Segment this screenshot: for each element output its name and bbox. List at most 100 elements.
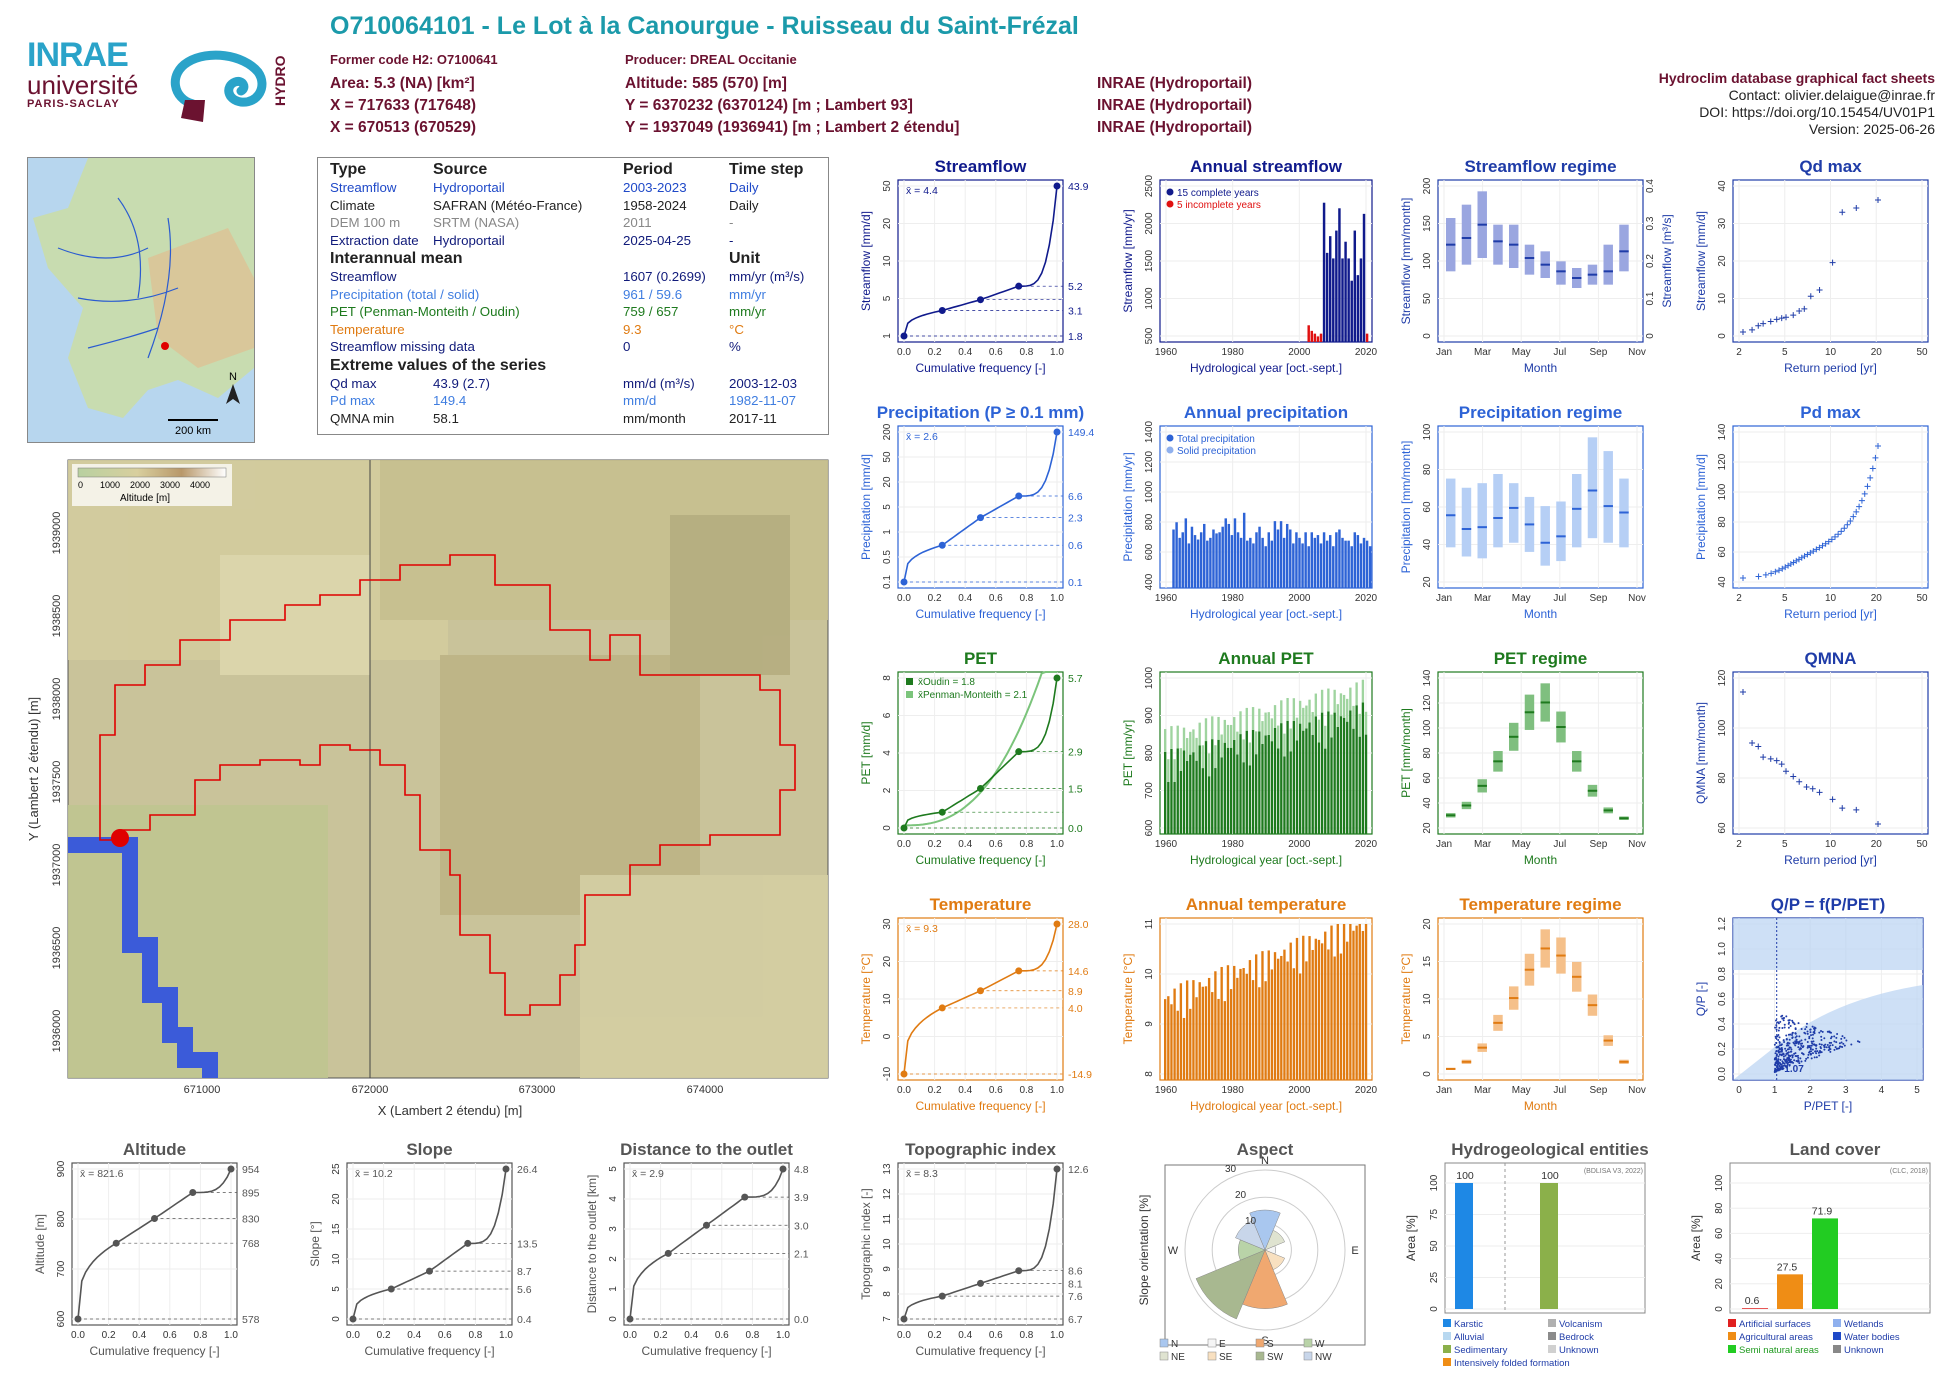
bar <box>1212 529 1215 588</box>
data-point <box>1825 1046 1828 1049</box>
bar-penman <box>1295 717 1299 741</box>
bar-penman <box>1185 738 1189 761</box>
x-tick-label: 0.2 <box>928 1085 942 1096</box>
bar <box>1335 532 1338 588</box>
bar <box>1239 734 1242 834</box>
y-tick-label: 80 <box>1422 747 1433 759</box>
bar <box>1361 930 1365 1080</box>
y-tick-label: 600 <box>1144 543 1155 560</box>
x-tick-label: 5 <box>1914 1085 1920 1096</box>
cell: 9.3 <box>623 321 642 337</box>
data-point <box>1767 318 1774 325</box>
x-tick-label: 20 <box>1871 347 1883 358</box>
data-point <box>1810 1034 1813 1037</box>
data-point <box>1843 1044 1846 1047</box>
x-tick-label: Jul <box>1553 347 1566 358</box>
data-point <box>1785 1034 1788 1037</box>
data-point <box>1794 1040 1797 1043</box>
bar-penman <box>1314 693 1317 717</box>
bar <box>1349 924 1352 1080</box>
quantile-label: 12.6 <box>1068 1164 1089 1176</box>
y-axis-label: Temperature [°C] <box>1399 954 1413 1045</box>
y-axis-label: Precipitation [mm/month] <box>1399 441 1413 574</box>
quantile-point <box>1053 182 1061 190</box>
bar-penman <box>1352 705 1355 729</box>
plot-area <box>623 1162 790 1326</box>
bar-penman <box>1192 729 1195 753</box>
cell: 961 / 59.6 <box>623 286 683 302</box>
bar <box>1286 720 1289 834</box>
chart-title: Distance to the outlet <box>620 1140 793 1159</box>
y-tick-label: 4 <box>608 1196 619 1202</box>
x-tick-label: 5 <box>1782 839 1788 850</box>
y-tick-label: 30 <box>882 918 893 930</box>
bar <box>1242 512 1246 588</box>
x-tick-label: 4 <box>1879 1085 1885 1096</box>
bar-penman <box>1302 707 1305 731</box>
legend-swatch <box>1207 1338 1217 1348</box>
data-point <box>1800 1028 1803 1031</box>
legend-entry: Artificial surfaces <box>1739 1319 1811 1330</box>
quantile-point <box>349 1315 357 1323</box>
data-point <box>1778 1047 1781 1050</box>
y-tick-label: 900 <box>1144 707 1155 724</box>
chart-title: Land cover <box>1790 1140 1881 1159</box>
data-point <box>1820 1043 1823 1046</box>
cell: 2011 <box>623 215 652 230</box>
quantile-point <box>74 1315 82 1323</box>
y2-tick-label: 0.2 <box>1645 254 1656 268</box>
data-point <box>1840 1037 1843 1040</box>
x-tick-label: Nov <box>1628 347 1646 358</box>
data-point <box>1822 540 1829 547</box>
data-point <box>1811 1033 1814 1036</box>
data-point <box>1856 503 1863 510</box>
col-period: Period <box>623 161 673 178</box>
bar <box>1248 765 1252 834</box>
data-point <box>1838 528 1845 535</box>
bar-penman <box>1339 693 1343 717</box>
bar <box>1170 1004 1173 1080</box>
y-tick-label: 2 <box>608 1256 619 1262</box>
data-point <box>1814 1027 1817 1030</box>
mean-label: x̄ = 8.3 <box>906 1168 938 1180</box>
bar <box>1181 532 1184 588</box>
data-point <box>1843 1036 1846 1039</box>
legend-entry: NE <box>1171 1352 1185 1363</box>
quantile-point <box>1053 428 1061 436</box>
data-point <box>1839 805 1846 812</box>
data-point <box>1800 1060 1803 1063</box>
bar <box>1317 939 1321 1080</box>
map-ytick: 1938000 <box>51 678 63 721</box>
bar <box>1164 751 1167 834</box>
col-source: Source <box>433 161 488 178</box>
data-point <box>1847 517 1854 524</box>
data-point <box>1804 1038 1807 1041</box>
y-tick-label: 200 <box>1422 177 1433 194</box>
bar <box>1175 522 1178 588</box>
bar <box>1339 716 1343 834</box>
data-point <box>1786 1052 1789 1055</box>
data-point <box>1778 1041 1781 1044</box>
bar <box>1245 973 1248 1080</box>
bar <box>1267 950 1270 1080</box>
bar-penman <box>1211 716 1214 740</box>
legend-entry: x̄Penman-Monteith = 2.1 <box>918 690 1028 701</box>
bar-penman <box>1182 727 1186 751</box>
factsheet-title: Hydroclim database graphical fact sheets <box>1658 70 1935 86</box>
bar <box>1229 747 1233 834</box>
x-axis-label: Cumulative frequency [-] <box>915 1344 1045 1358</box>
y-tick-label: 80 <box>1717 516 1728 528</box>
y-tick-label: 900 <box>56 1160 67 1177</box>
y-tick-label: 13 <box>882 1163 893 1175</box>
water-limit-zone <box>1733 918 1923 970</box>
legend-tick: 4000 <box>190 480 210 490</box>
bar-penman <box>1179 748 1183 771</box>
bar-penman <box>1336 704 1339 727</box>
quantile-point <box>938 1004 946 1012</box>
bar <box>1292 721 1296 834</box>
bar <box>1742 1308 1768 1309</box>
cell: 759 / 657 <box>623 304 679 319</box>
x-tick-label: Jan <box>1436 839 1452 850</box>
y-tick-label: 1 <box>608 1286 619 1292</box>
logo-inrae: INRAE université PARIS-SACLAY <box>27 38 157 122</box>
